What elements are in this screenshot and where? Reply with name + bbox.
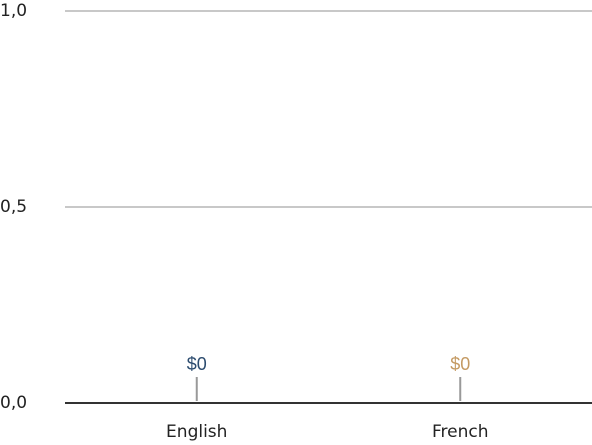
value-label: $0: [187, 354, 207, 374]
y-tick-label: 1,0: [0, 1, 27, 21]
x-tick-label: French: [432, 422, 489, 442]
x-tick-label: English: [166, 422, 227, 442]
y-tick-label: 0,0: [0, 393, 27, 413]
value-label: $0: [450, 354, 470, 374]
y-tick-label: 0,5: [0, 197, 27, 217]
